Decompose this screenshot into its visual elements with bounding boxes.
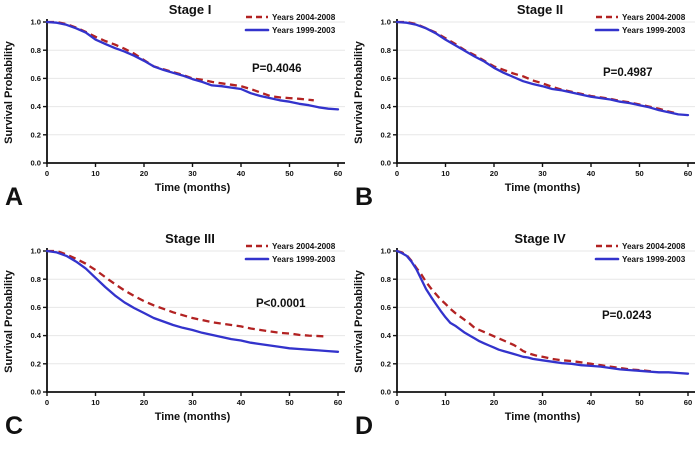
x-axis-label: Time (months): [155, 411, 231, 423]
panel-letter: B: [355, 183, 373, 211]
km-plot-c: 0.0 0.2 0.4 0.6 0.8 1.0 0 10 20 30 40 50 60 Time (mon…: [3, 231, 345, 440]
y-axis-label: Survival Probability: [353, 40, 365, 144]
chart-title: Stage I: [169, 2, 212, 17]
x-axis-label: Time (months): [155, 182, 231, 194]
y-tick-label: 0.6: [30, 74, 41, 83]
y-tick-label: 1.0: [380, 18, 391, 27]
p-value-label: P=0.4046: [252, 63, 302, 75]
x-tick-label: 0: [45, 398, 49, 407]
x-tick-label: 60: [334, 398, 342, 407]
y-tick-label: 0.4: [30, 331, 41, 340]
x-tick-label: 10: [441, 169, 449, 178]
legend-label: Years 1999-2003: [272, 26, 336, 35]
y-tick-label: 0.0: [30, 388, 41, 397]
y-tick-label: 0.4: [380, 102, 391, 111]
x-tick-label: 0: [395, 169, 399, 178]
x-tick-label: 20: [140, 398, 148, 407]
x-tick-label: 10: [441, 398, 449, 407]
y-tick-label: 0.8: [380, 275, 391, 284]
survival-curve-1999-2003: [45, 20, 340, 111]
y-tick-label: 0.6: [380, 74, 391, 83]
y-tick-label: 0.0: [30, 159, 41, 168]
y-tick-label: 0.2: [380, 359, 391, 368]
km-plot-b: 0.0 0.2 0.4 0.6 0.8 1.0 0 10 20 30 40 50 60 Time (mon…: [353, 2, 695, 211]
legend-label: Years 1999-2003: [622, 26, 686, 35]
x-tick-label: 30: [188, 169, 196, 178]
x-tick-label: 50: [635, 398, 643, 407]
x-tick-label: 10: [91, 169, 99, 178]
x-tick-label: 30: [538, 169, 546, 178]
y-tick-label: 1.0: [30, 247, 41, 256]
panel-letter: C: [5, 412, 23, 440]
y-tick-label: 0.4: [30, 102, 41, 111]
panel-stage-i: 0.0 0.2 0.4 0.6 0.8 1.0 0 10 20 30 40 50 60 Time (mon…: [0, 0, 350, 229]
y-tick-label: 0.4: [380, 331, 391, 340]
legend-label: Years 2004-2008: [622, 242, 686, 251]
panel-letter: D: [355, 412, 373, 440]
km-plot-a: 0.0 0.2 0.4 0.6 0.8 1.0 0 10 20 30 40 50 60 Time (mon…: [3, 2, 345, 211]
x-axis-label: Time (months): [505, 182, 581, 194]
x-tick-label: 30: [538, 398, 546, 407]
x-tick-label: 60: [684, 169, 692, 178]
y-tick-label: 1.0: [380, 247, 391, 256]
legend-label: Years 2004-2008: [272, 242, 336, 251]
x-tick-label: 20: [490, 398, 498, 407]
x-tick-label: 20: [140, 169, 148, 178]
survival-curve-1999-2003: [395, 20, 690, 117]
y-tick-label: 0.2: [380, 130, 391, 139]
x-tick-label: 0: [45, 169, 49, 178]
y-tick-label: 1.0: [30, 18, 41, 27]
survival-curve-2004-2008: [396, 249, 655, 373]
x-tick-label: 40: [587, 398, 595, 407]
x-tick-label: 30: [188, 398, 196, 407]
panel-stage-iv: 0.0 0.2 0.4 0.6 0.8 1.0 0 10 20 30 40 50 60 Time (mon…: [350, 229, 700, 458]
y-tick-label: 0.2: [30, 130, 41, 139]
survival-curve-1999-2003: [45, 249, 340, 353]
km-plot-d: 0.0 0.2 0.4 0.6 0.8 1.0 0 10 20 30 40 50 60 Time (mon…: [353, 231, 695, 440]
legend-label: Years 2004-2008: [272, 13, 336, 22]
y-tick-label: 0.0: [380, 159, 391, 168]
y-tick-label: 0.8: [30, 46, 41, 55]
x-tick-label: 0: [395, 398, 399, 407]
chart-title: Stage IV: [514, 231, 566, 246]
legend-label: Years 2004-2008: [622, 13, 686, 22]
y-tick-label: 0.6: [30, 303, 41, 312]
chart-title: Stage II: [517, 2, 563, 17]
x-tick-label: 40: [237, 169, 245, 178]
panel-stage-ii: 0.0 0.2 0.4 0.6 0.8 1.0 0 10 20 30 40 50 60 Time (mon…: [350, 0, 700, 229]
p-value-label: P=0.4987: [603, 67, 653, 79]
panel-letter: A: [5, 183, 23, 211]
survival-curve-2004-2008: [47, 249, 324, 338]
x-tick-label: 40: [237, 398, 245, 407]
legend-label: Years 1999-2003: [622, 255, 686, 264]
y-tick-label: 0.8: [30, 275, 41, 284]
x-tick-label: 60: [684, 398, 692, 407]
panel-stage-iii: 0.0 0.2 0.4 0.6 0.8 1.0 0 10 20 30 40 50 60 Time (mon…: [0, 229, 350, 458]
x-axis-label: Time (months): [505, 411, 581, 423]
survival-curve-1999-2003: [395, 249, 690, 375]
x-tick-label: 50: [285, 169, 293, 178]
y-tick-label: 0.0: [380, 388, 391, 397]
x-tick-label: 20: [490, 169, 498, 178]
p-value-label: P<0.0001: [256, 298, 306, 310]
chart-title: Stage III: [165, 231, 215, 246]
y-axis-label: Survival Probability: [3, 40, 15, 144]
y-axis-label: Survival Probability: [3, 269, 15, 373]
y-tick-label: 0.8: [380, 46, 391, 55]
y-axis-label: Survival Probability: [353, 269, 365, 373]
x-tick-label: 40: [587, 169, 595, 178]
x-tick-label: 50: [285, 398, 293, 407]
legend-label: Years 1999-2003: [272, 255, 336, 264]
x-tick-label: 50: [635, 169, 643, 178]
x-tick-label: 10: [91, 398, 99, 407]
y-tick-label: 0.6: [380, 303, 391, 312]
x-tick-label: 60: [334, 169, 342, 178]
y-tick-label: 0.2: [30, 359, 41, 368]
p-value-label: P=0.0243: [602, 310, 652, 322]
